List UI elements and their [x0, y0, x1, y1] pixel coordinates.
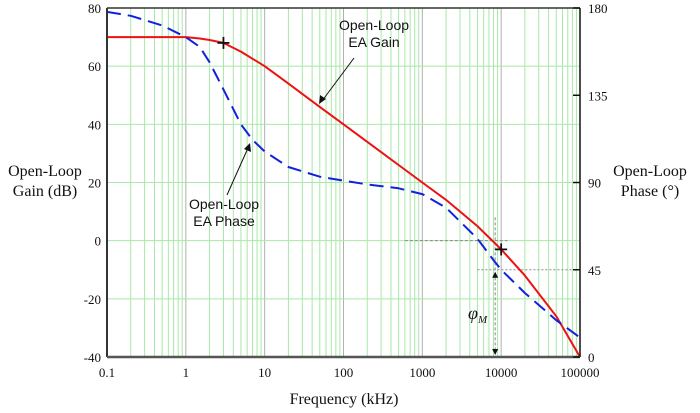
- x-tick-label: 100: [334, 365, 354, 380]
- y2-tick-label: 90: [588, 176, 601, 191]
- phase-annotation-arrow: [226, 147, 249, 196]
- y-tick-label: 40: [88, 117, 101, 132]
- gain-annotation-line2: EA Gain: [348, 34, 399, 50]
- phase-margin-arrow-up: [492, 271, 499, 278]
- x-tick-label: 1000: [409, 365, 435, 380]
- y-tick-label: 20: [88, 176, 101, 191]
- y2-tick-label: 135: [588, 88, 608, 103]
- gain-annotation-line1: Open-Loop: [339, 17, 409, 33]
- x-tick-label: 100000: [561, 365, 600, 380]
- phase-arrowhead: [244, 143, 251, 152]
- y-tick-label: 80: [88, 1, 101, 16]
- gain-series-line: [107, 36, 581, 358]
- y-tick-label: -40: [84, 350, 101, 365]
- markers: [217, 36, 508, 256]
- tick-labels: 80 60 40 20 0 -20 -40 180 135 90 45 0 0.1 1 10 100 1000 1…: [84, 1, 608, 380]
- x-tick-label: 0.1: [99, 365, 115, 380]
- y-axis-label-line1: Open-Loop: [8, 163, 82, 180]
- x-tick-label: 10000: [485, 365, 518, 380]
- gain-arrowhead: [319, 95, 326, 104]
- y2-axis-label-line2: Phase (°): [621, 183, 679, 200]
- phi-subscript: M: [477, 314, 488, 326]
- series-layer: [106, 10, 581, 358]
- phase-margin-label: φM: [468, 303, 488, 326]
- x-tick-label: 10: [258, 365, 271, 380]
- gain-annotation-arrow: [321, 57, 355, 102]
- x-axis-label: Frequency (kHz): [290, 391, 399, 408]
- phase-margin-reference-lines: [404, 217, 580, 355]
- phase-margin-arrow-down: [492, 349, 499, 355]
- y2-axis-label-line1: Open-Loop: [613, 163, 687, 180]
- y-tick-label: 60: [88, 59, 101, 74]
- y2-tick-label: 180: [588, 1, 608, 16]
- phase-annotation-line2: EA Phase: [193, 213, 255, 229]
- x-tick-label: 1: [183, 365, 190, 380]
- phase-series-line: [106, 10, 581, 339]
- phase-annotation-line1: Open-Loop: [189, 196, 259, 212]
- y-axis-label-line2: Gain (dB): [13, 183, 77, 200]
- axes: [106, 7, 581, 359]
- phi-symbol: φ: [468, 303, 478, 323]
- y2-tick-label: 45: [588, 263, 601, 278]
- y2-tick-label: 0: [588, 350, 595, 365]
- y-tick-label: -20: [84, 292, 101, 307]
- grid: [106, 7, 581, 358]
- y-tick-label: 0: [95, 234, 102, 249]
